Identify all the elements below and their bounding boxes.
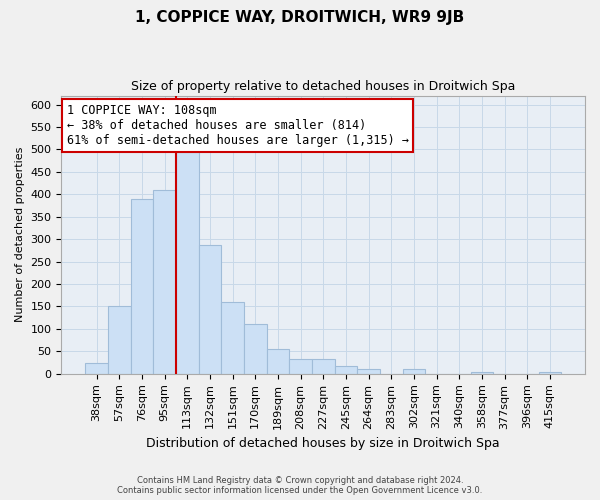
- Bar: [335, 366, 357, 374]
- Y-axis label: Number of detached properties: Number of detached properties: [15, 147, 25, 322]
- Bar: [153, 190, 176, 374]
- Bar: [403, 370, 425, 374]
- Bar: [312, 360, 335, 374]
- Bar: [289, 360, 312, 374]
- Bar: [199, 245, 221, 374]
- Text: 1 COPPICE WAY: 108sqm
← 38% of detached houses are smaller (814)
61% of semi-det: 1 COPPICE WAY: 108sqm ← 38% of detached …: [67, 104, 409, 147]
- Bar: [131, 199, 153, 374]
- Bar: [244, 324, 266, 374]
- Bar: [539, 372, 561, 374]
- X-axis label: Distribution of detached houses by size in Droitwich Spa: Distribution of detached houses by size …: [146, 437, 500, 450]
- Bar: [108, 306, 131, 374]
- Bar: [85, 362, 108, 374]
- Text: 1, COPPICE WAY, DROITWICH, WR9 9JB: 1, COPPICE WAY, DROITWICH, WR9 9JB: [136, 10, 464, 25]
- Text: Contains HM Land Registry data © Crown copyright and database right 2024.
Contai: Contains HM Land Registry data © Crown c…: [118, 476, 482, 495]
- Bar: [470, 372, 493, 374]
- Bar: [221, 302, 244, 374]
- Bar: [357, 370, 380, 374]
- Bar: [176, 152, 199, 374]
- Title: Size of property relative to detached houses in Droitwich Spa: Size of property relative to detached ho…: [131, 80, 515, 93]
- Bar: [266, 349, 289, 374]
